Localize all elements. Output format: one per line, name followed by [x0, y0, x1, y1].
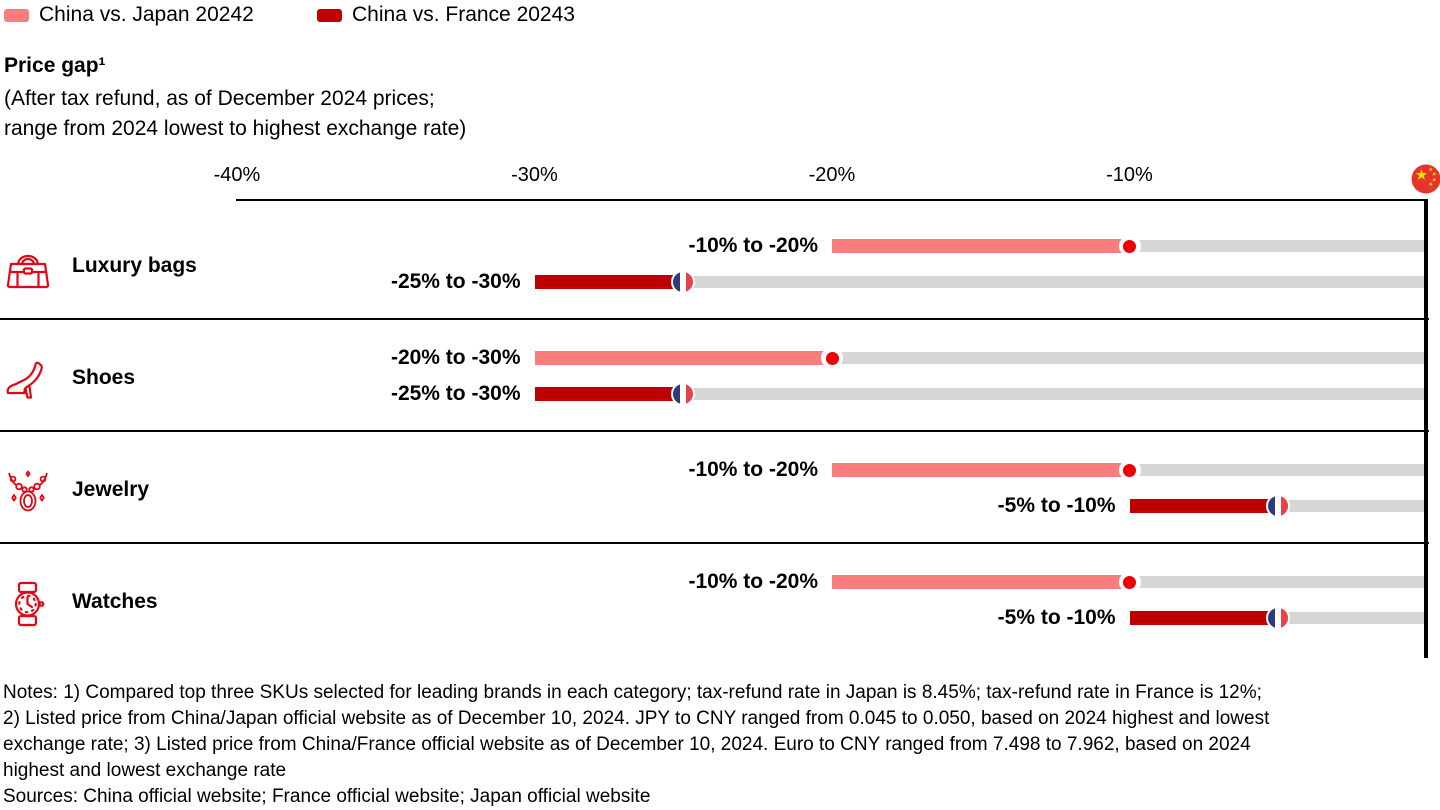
legend-label-france: China vs. France 20243	[352, 3, 575, 26]
range-bar-france	[534, 275, 684, 289]
japan-flag-dot	[1123, 239, 1136, 253]
france-flag-icon	[671, 382, 696, 406]
france-flag-icon	[1266, 606, 1291, 630]
sources-line: Sources: China official website; France …	[3, 786, 651, 807]
france-series-swatch	[317, 8, 342, 22]
range-label: -10% to -20%	[688, 234, 818, 257]
range-label: -25% to -30%	[390, 382, 521, 405]
notes-block: Notes: 1) Compared top three SKUs select…	[3, 680, 1269, 810]
range-label: -10% to -20%	[688, 570, 818, 593]
remainder-track	[683, 388, 1424, 400]
remainder-track	[832, 352, 1424, 364]
category-label: Jewelry	[72, 478, 150, 501]
legend-item-japan: China vs. Japan 20242	[4, 2, 254, 28]
wristwatch-icon	[4, 580, 52, 628]
china-flag-icon	[1411, 164, 1440, 194]
notes-line: 2) Listed price from China/Japan officia…	[3, 708, 1270, 729]
japan-flag-dot	[1123, 575, 1136, 589]
range-label: -5% to -10%	[997, 494, 1116, 517]
range-bar-japan	[832, 463, 1130, 477]
row-divider	[0, 542, 1429, 544]
row-divider	[0, 318, 1429, 320]
axis-zero-line	[1424, 200, 1428, 658]
japan-flag-dot	[1123, 463, 1136, 477]
axis-tick-label: -10%	[1106, 164, 1153, 186]
category-label: Shoes	[72, 366, 136, 389]
range-bar-france	[1129, 611, 1279, 625]
row-divider	[0, 430, 1429, 432]
axis-baseline	[236, 199, 1428, 201]
legend-label-japan: China vs. Japan 20242	[39, 3, 254, 26]
remainder-track	[1129, 464, 1424, 476]
range-label: -5% to -10%	[997, 606, 1116, 629]
chart-title: Price gap¹	[4, 54, 106, 77]
japan-flag-icon	[1118, 459, 1141, 481]
japan-flag-icon	[1118, 571, 1141, 593]
legend-item-france: China vs. France 20243	[317, 2, 575, 28]
category-label: Luxury bags	[72, 254, 197, 277]
france-flag-icon	[671, 270, 696, 294]
handbag-icon	[4, 244, 52, 292]
notes-line: highest and lowest exchange rate	[3, 760, 287, 781]
range-label: -20% to -30%	[390, 346, 521, 369]
notes-line: exchange rate; 3) Listed price from Chin…	[3, 734, 1251, 755]
remainder-track	[1129, 576, 1424, 588]
remainder-track	[1129, 240, 1424, 252]
high-heel-shoe-icon	[4, 356, 52, 404]
axis-tick-label: -40%	[213, 164, 261, 186]
japan-flag-icon	[821, 347, 843, 369]
remainder-track	[683, 276, 1424, 288]
axis-tick-label: -30%	[511, 164, 558, 186]
japan-series-swatch	[4, 8, 29, 22]
france-flag-icon	[1266, 494, 1291, 518]
axis-tick-label: -20%	[808, 164, 856, 186]
remainder-track	[1278, 500, 1424, 512]
chart-subtitle-line2: range from 2024 lowest to highest exchan…	[4, 117, 467, 140]
category-label: Watches	[72, 590, 158, 613]
range-bar-japan	[832, 575, 1130, 589]
range-bar-japan	[534, 351, 832, 365]
necklace-icon	[4, 468, 52, 516]
range-label: -25% to -30%	[390, 270, 521, 293]
japan-flag-icon	[1118, 235, 1141, 257]
notes-line: Notes: 1) Compared top three SKUs select…	[3, 682, 1262, 703]
range-bar-japan	[832, 239, 1130, 253]
range-bar-france	[534, 387, 684, 401]
range-label: -10% to -20%	[688, 458, 818, 481]
chart-subtitle: (After tax refund, as of December 2024 p…	[4, 84, 466, 144]
chart-subtitle-line1: (After tax refund, as of December 2024 p…	[4, 87, 435, 110]
remainder-track	[1278, 612, 1424, 624]
japan-flag-dot	[825, 351, 839, 365]
range-bar-france	[1129, 499, 1279, 513]
